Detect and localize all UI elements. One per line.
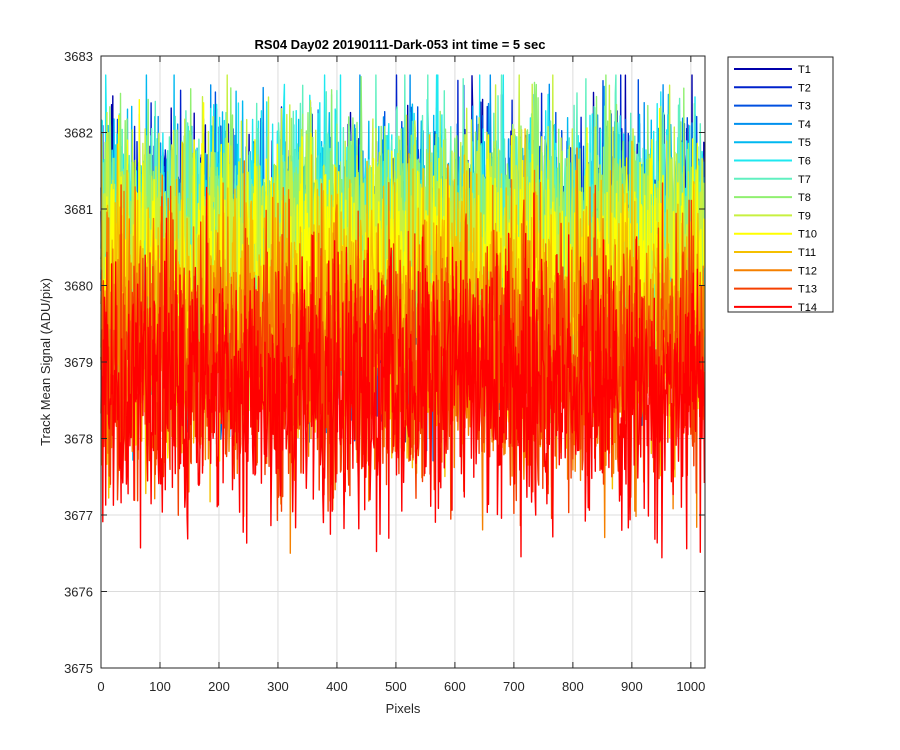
y-tick-label: 3675: [64, 661, 93, 676]
legend-label: T13: [798, 284, 817, 296]
x-tick-label: 100: [149, 679, 171, 694]
legend-box: [727, 56, 834, 313]
x-tick-labels: 0 100 200 300 400 500 600 700 800 900 1000: [97, 679, 705, 694]
legend-label: T10: [798, 229, 817, 241]
legend: T1 T2 T3 T4 T5 T6 T7 T8 T9 T10 T11 T12 T13 T14: [727, 56, 834, 314]
legend-label: T11: [798, 247, 816, 259]
legend-label: T8: [798, 192, 811, 204]
x-tick-label: 400: [326, 679, 348, 694]
x-tick-label: 800: [562, 679, 584, 694]
y-tick-label: 3681: [64, 202, 93, 217]
y-tick-label: 3678: [64, 432, 93, 447]
legend-label: T9: [798, 210, 811, 222]
y-axis-label: Track Mean Signal (ADU/pix): [38, 278, 53, 446]
y-tick-label: 3679: [64, 355, 93, 370]
y-tick-label: 3683: [64, 49, 93, 64]
legend-label: T6: [798, 156, 811, 168]
legend-label: T7: [798, 174, 811, 186]
legend-label: T5: [798, 137, 811, 149]
series-line-t14: [100, 186, 706, 559]
x-tick-label: 700: [503, 679, 525, 694]
x-axis-label: Pixels: [386, 701, 421, 716]
y-tick-label: 3680: [64, 279, 93, 294]
x-tick-label: 900: [621, 679, 643, 694]
y-tick-labels: 3675 3676 3677 3678 3679 3680 3681 3682 3683: [64, 49, 93, 676]
x-tick-label: 1000: [676, 679, 705, 694]
legend-label: T14: [798, 302, 817, 314]
legend-label: T2: [798, 82, 811, 94]
legend-label: T12: [798, 265, 817, 277]
legend-label: T1: [798, 64, 811, 76]
chart-title: RS04 Day02 20190111-Dark-053 int time = …: [255, 37, 546, 52]
x-tick-label: 0: [97, 679, 104, 694]
legend-label: T4: [798, 119, 811, 131]
y-tick-label: 3677: [64, 508, 93, 523]
legend-label: T3: [798, 101, 811, 113]
ticks: [100, 55, 705, 669]
x-tick-label: 600: [444, 679, 466, 694]
x-tick-label: 300: [267, 679, 289, 694]
x-tick-label: 200: [208, 679, 230, 694]
y-tick-label: 3682: [64, 126, 93, 141]
series-layer: [100, 74, 706, 559]
y-tick-label: 3676: [64, 585, 93, 600]
x-tick-label: 500: [385, 679, 407, 694]
